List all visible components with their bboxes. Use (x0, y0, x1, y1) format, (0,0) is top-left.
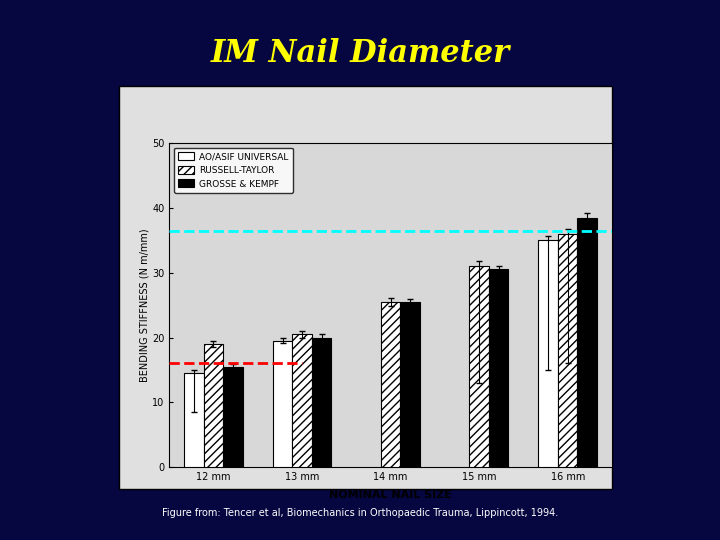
Bar (539, 240, 558, 467)
Bar (381, 302, 400, 467)
Y-axis label: BENDING STIFFNESS (N m/mm): BENDING STIFFNESS (N m/mm) (139, 228, 149, 382)
Bar (469, 266, 489, 467)
Bar (400, 302, 420, 467)
FancyBboxPatch shape (119, 86, 612, 489)
Bar (184, 373, 204, 467)
Bar (223, 367, 243, 467)
Bar (577, 218, 597, 467)
Bar (273, 341, 292, 467)
Text: Figure from: Tencer et al, Biomechanics in Orthopaedic Trauma, Lippincott, 1994.: Figure from: Tencer et al, Biomechanics … (162, 508, 558, 518)
Bar (489, 269, 508, 467)
Text: IM Nail Diameter: IM Nail Diameter (210, 38, 510, 69)
Legend: AO/ASIF UNIVERSAL, RUSSELL-TAYLOR, GROSSE & KEMPF: AO/ASIF UNIVERSAL, RUSSELL-TAYLOR, GROSS… (174, 147, 293, 193)
X-axis label: NOMINAL NAIL SIZE: NOMINAL NAIL SIZE (329, 490, 452, 500)
Bar (558, 234, 577, 467)
Bar (292, 334, 312, 467)
Bar (312, 338, 331, 467)
Bar (204, 344, 223, 467)
